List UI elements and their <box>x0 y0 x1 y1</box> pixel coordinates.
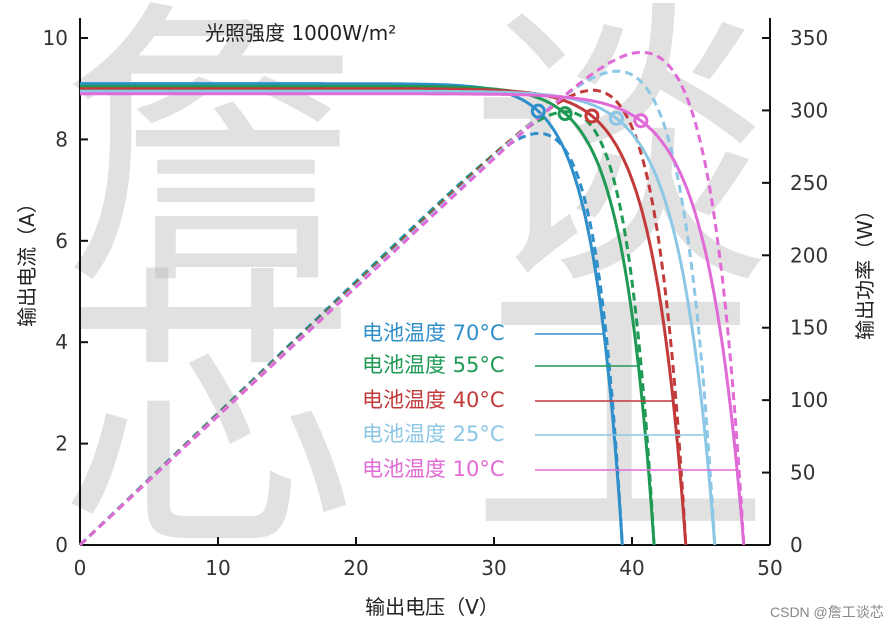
watermark-char-1: 詹 <box>60 0 360 326</box>
watermark-char-3: 芯 <box>60 242 360 591</box>
mpp-marker-4 <box>633 113 649 129</box>
iv-curve-3 <box>80 89 717 546</box>
iv-curve-4 <box>80 92 746 546</box>
y-left-tick-label-4: 8 <box>55 127 68 151</box>
x-tick-label-0: 0 <box>74 556 87 580</box>
y-right-tick-label-0: 0 <box>790 533 803 557</box>
pv-curve-4 <box>78 50 746 547</box>
watermark-char-2: 谈 <box>470 0 770 326</box>
chart-title: 光照强度 1000W/m² <box>205 21 396 45</box>
y-right-tick-label-6: 300 <box>790 98 828 122</box>
iv-curve-0 <box>80 82 624 546</box>
y-right-tick-label-5: 250 <box>790 171 828 195</box>
mpp-marker-0 <box>530 103 546 119</box>
y-right-axis-title: 输出功率（W） <box>853 200 877 340</box>
x-tick-label-4: 40 <box>619 556 644 580</box>
x-tick-label-5: 50 <box>757 556 782 580</box>
y-right-tick-label-4: 200 <box>790 243 828 267</box>
iv-curve-2 <box>80 87 688 546</box>
iv-curve-1 <box>80 84 656 546</box>
mpp-marker-1 <box>557 106 573 122</box>
y-left-tick-label-3: 6 <box>55 229 68 253</box>
y-left-tick-label-1: 2 <box>55 432 68 456</box>
y-right-tick-label-7: 350 <box>790 26 828 50</box>
x-axis-title: 输出电压（V） <box>365 595 499 619</box>
legend-entry-70: 电池温度 70°C <box>362 321 505 345</box>
y-left-tick-label-0: 0 <box>55 533 68 557</box>
credit-text: CSDN @詹工谈芯 <box>770 604 884 620</box>
y-right-tick-label-1: 50 <box>790 461 815 485</box>
y-left-axis-title: 输出电流（A） <box>15 193 39 327</box>
x-tick-label-1: 10 <box>205 556 230 580</box>
legend-entry-40: 电池温度 40°C <box>362 388 505 412</box>
y-right-tick-label-2: 100 <box>790 388 828 412</box>
mpp-marker-3 <box>608 110 624 126</box>
watermark: 詹 谈 芯 工 <box>60 0 770 591</box>
mpp-marker-2 <box>584 108 600 124</box>
x-tick-label-3: 30 <box>481 556 506 580</box>
y-left-tick-label-5: 10 <box>43 26 68 50</box>
legend-entry-10: 电池温度 10°C <box>362 457 505 481</box>
x-tick-label-2: 20 <box>343 556 368 580</box>
y-left-tick-label-2: 4 <box>55 330 68 354</box>
legend-entry-55: 电池温度 55°C <box>362 353 505 377</box>
y-right-tick-label-3: 150 <box>790 316 828 340</box>
legend-entry-25: 电池温度 25°C <box>362 422 505 446</box>
